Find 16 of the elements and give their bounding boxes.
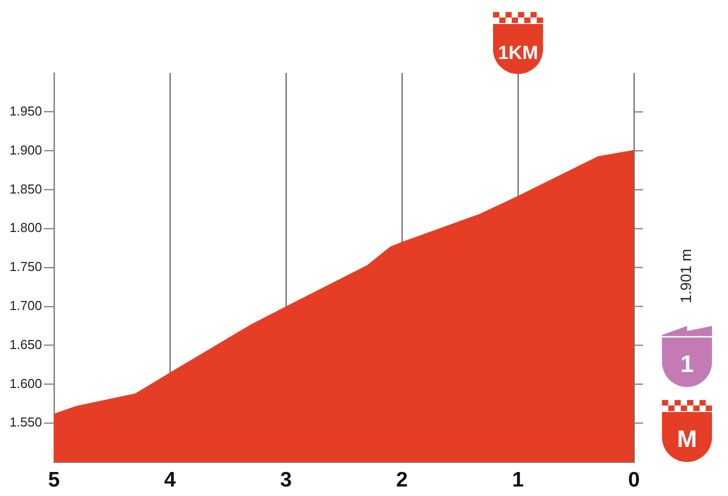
y-tick-label: 1.900: [9, 142, 42, 158]
y-tick-label: 1.950: [9, 103, 42, 118]
x-tick-label: 5: [48, 468, 60, 492]
text: 1.901 m: [678, 248, 696, 304]
y-tick-label: 1.750: [9, 259, 42, 274]
y-tick-label: 1.600: [9, 376, 42, 391]
y-tick-label: 1.850: [9, 181, 42, 196]
y-tick-label: 1.700: [9, 298, 42, 313]
x-tick-label: 0: [628, 468, 640, 492]
x-tick-label: 1: [512, 468, 524, 492]
x-tick-label: 4: [164, 468, 176, 492]
x-tick-label: 3: [280, 468, 292, 492]
y-tick-label: 1.550: [9, 414, 42, 430]
y-tick-label: 1.650: [9, 336, 42, 352]
y-tick-label: 1.800: [9, 220, 42, 236]
x-tick-label: 2: [396, 468, 408, 492]
